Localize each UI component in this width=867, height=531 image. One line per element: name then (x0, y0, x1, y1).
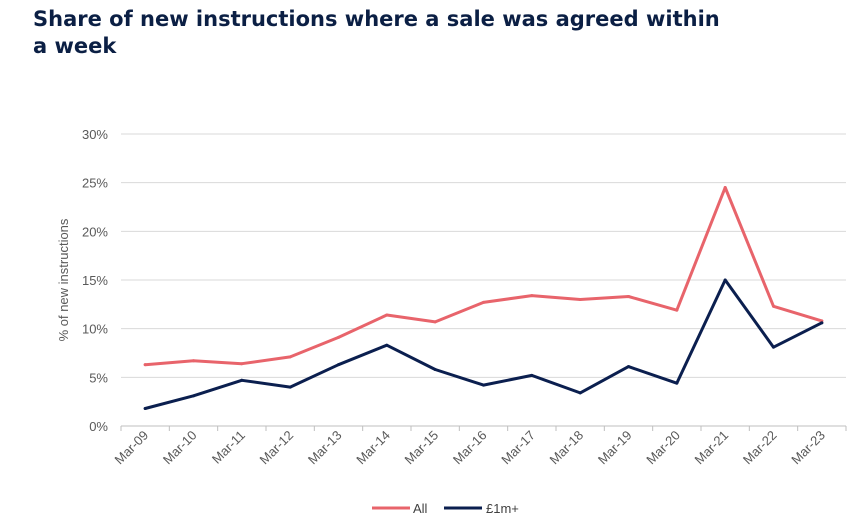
data-point (578, 391, 582, 395)
x-tick-label: Mar-20 (643, 428, 683, 468)
data-point (240, 362, 244, 366)
y-tick-labels: 0% 5% 10% 15% 20% 25% 30% (82, 127, 108, 434)
chart-title: Share of new instructions where a sale w… (33, 7, 720, 58)
y-tick-label: 10% (82, 322, 108, 337)
series-line-over-1m (143, 278, 824, 410)
data-point (530, 373, 534, 377)
data-point (627, 365, 630, 369)
x-tick-label: Mar-11 (209, 428, 248, 467)
legend-label: £1m+ (486, 501, 519, 516)
x-tick-label: Mar-21 (692, 428, 732, 468)
data-point (433, 368, 437, 372)
y-tick-label: 0% (89, 419, 108, 434)
data-point (192, 359, 195, 363)
y-tick-label: 5% (89, 370, 108, 385)
x-tick-label: Mar-22 (740, 428, 780, 468)
data-point (288, 385, 292, 389)
data-point (385, 313, 389, 317)
data-point (192, 394, 195, 398)
data-point (143, 363, 147, 367)
data-point (675, 308, 679, 312)
series-line-all (143, 186, 824, 367)
data-point (240, 378, 244, 382)
data-point (143, 406, 147, 410)
y-tick-label: 15% (82, 273, 108, 288)
x-tick-label: Mar-17 (498, 428, 538, 468)
data-point (820, 321, 824, 325)
x-tick-label: Mar-13 (305, 428, 345, 468)
x-tick-label: Mar-09 (112, 428, 152, 468)
x-tick-label: Mar-15 (402, 428, 442, 468)
x-tick-label: Mar-12 (257, 428, 297, 468)
y-tick-label: 30% (82, 127, 108, 142)
data-point (772, 345, 775, 349)
legend-label: All (413, 501, 428, 516)
data-point (530, 294, 534, 298)
x-tick-label: Mar-14 (353, 428, 393, 468)
x-tick-labels: Mar-09 Mar-10 Mar-11 Mar-12 Mar-13 Mar-14 Mar-… (112, 426, 847, 468)
y-tick-label: 20% (82, 224, 108, 239)
data-point (723, 186, 727, 190)
data-point (433, 320, 437, 324)
x-tick-label: Mar-16 (450, 428, 490, 468)
data-point (675, 381, 679, 385)
data-point (385, 343, 389, 347)
data-point (772, 304, 775, 308)
x-tick-label: Mar-18 (547, 428, 587, 468)
data-point (482, 383, 485, 387)
y-axis-title: % of new instructions (56, 218, 71, 341)
data-point (288, 355, 292, 359)
legend: All £1m+ (372, 501, 519, 516)
x-tick-label: Mar-23 (788, 428, 828, 468)
gridlines (121, 133, 846, 427)
y-tick-label: 25% (82, 176, 108, 191)
x-tick-label: Mar-10 (160, 428, 200, 468)
data-point (627, 295, 630, 299)
series-lines (143, 186, 824, 410)
data-point (578, 297, 582, 301)
data-point (482, 300, 485, 304)
data-point (337, 335, 340, 339)
x-tick-label: Mar-19 (595, 428, 635, 468)
data-point (723, 278, 727, 282)
data-point (337, 363, 340, 367)
